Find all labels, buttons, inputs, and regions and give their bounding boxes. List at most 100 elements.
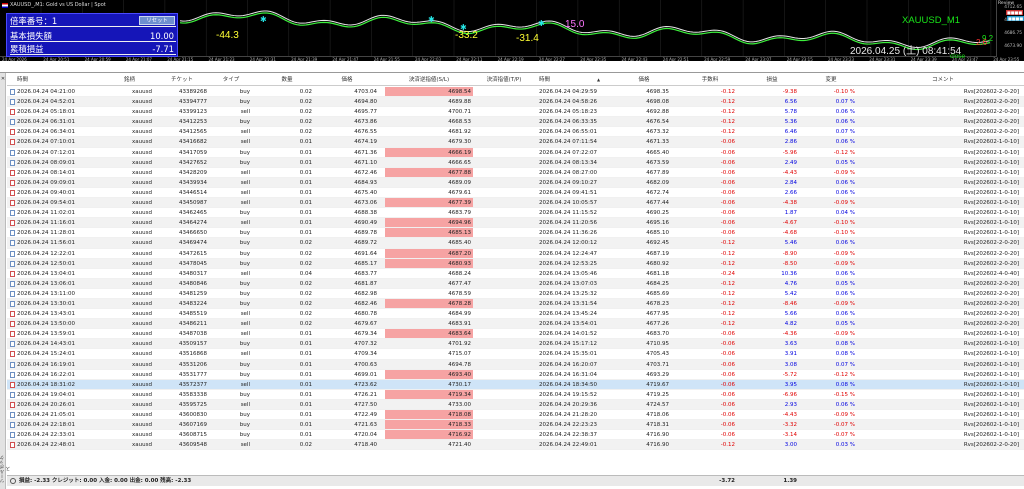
close-icon[interactable]: ✕ — [0, 76, 6, 82]
balance-icon — [10, 478, 16, 484]
chart-symbol-label: XAUUSD_M1 — [902, 15, 961, 26]
reset-button[interactable]: リセット — [139, 16, 175, 25]
cell-open-time: 2026.04.24 06:34:01 — [17, 129, 75, 136]
cell-stop-loss: 4666.65 — [448, 159, 471, 166]
column-header-comment[interactable]: コメント — [931, 77, 954, 83]
table-row[interactable]: 2026.04.24 16:22:01 xauusd 43531777 buy 0.01… — [7, 369, 1024, 380]
deal-icon — [10, 119, 15, 126]
column-header-symbol[interactable]: 銘柄 — [123, 77, 135, 83]
time-axis[interactable]: 24 Apr 2026 24 Apr 20:51 24 Apr 20:59 24 Ap… — [0, 56, 1019, 61]
cell-commission: -0.12 — [720, 300, 735, 307]
cell-profit: 5.46 — [784, 240, 797, 247]
cell-symbol: xauusd — [132, 351, 152, 358]
cell-volume: 0.02 — [299, 442, 312, 449]
cell-take-profit — [475, 198, 533, 207]
table-row[interactable]: 2026.04.24 13:43:01 xauusd 43485519 sell 0.0… — [7, 309, 1024, 320]
cell-commission: -0.12 — [720, 109, 735, 116]
cell-close-price: 4685.69 — [646, 290, 669, 297]
cell-close-time: 2026.04.24 13:07:03 — [539, 280, 597, 287]
table-row[interactable]: 2026.04.24 13:11:00 xauusd 43481259 buy 0.02… — [7, 289, 1024, 299]
table-row[interactable]: 2026.04.24 05:18:01 xauusd 43399123 sell 0.0… — [7, 107, 1024, 118]
cell-change: 0.05 % — [835, 280, 855, 287]
table-row[interactable]: 2026.04.24 14:43:01 xauusd 43509157 buy 0.01… — [7, 339, 1024, 350]
price-chart[interactable]: ✱✱✱✱✱ XAUUSD_,M1: Gold vs US Dollar | Sp… — [0, 0, 1024, 61]
table-row[interactable]: 2026.04.24 11:16:01 xauusd 43464274 sell 0.0… — [7, 218, 1024, 229]
cell-take-profit — [475, 97, 533, 106]
table-row[interactable]: 2026.04.24 08:09:01 xauusd 43427652 buy 0.01… — [7, 157, 1024, 168]
column-header-open-time[interactable]: 時間 — [17, 77, 29, 83]
table-row[interactable]: 2026.04.24 11:02:01 xauusd 43462465 buy 0.01… — [7, 208, 1024, 219]
table-row[interactable]: 2026.04.24 06:31:01 xauusd 43412253 buy 0.02… — [7, 117, 1024, 128]
cell-close-time: 2026.04.24 12:00:12 — [539, 240, 597, 247]
cell-close-time: 2026.04.24 11:20:56 — [539, 220, 597, 227]
cell-commission: -0.06 — [720, 210, 735, 217]
table-row[interactable]: 2026.04.24 13:04:01 xauusd 43480317 sell 0.0… — [7, 269, 1024, 279]
column-header-close-time[interactable]: 時間 — [539, 77, 551, 83]
table-row[interactable]: 2026.04.24 12:22:01 xauusd 43472615 buy 0.02… — [7, 248, 1024, 259]
table-row[interactable]: 2026.04.24 07:10:01 xauusd 43416682 sell 0.0… — [7, 137, 1024, 148]
cell-symbol: xauusd — [132, 200, 152, 207]
cell-close-price: 4665.40 — [646, 149, 669, 156]
table-row[interactable]: 2026.04.24 13:59:01 xauusd 43487038 sell 0.0… — [7, 329, 1024, 340]
table-row[interactable]: 2026.04.24 13:06:01 xauusd 43480846 buy 0.02… — [7, 278, 1024, 289]
cell-close-time: 2026.04.24 08:13:34 — [539, 159, 597, 166]
table-row[interactable]: 2026.04.24 19:04:01 xauusd 43583338 buy 0.01… — [7, 389, 1024, 400]
table-row[interactable]: 2026.04.24 18:31:02 xauusd 43572377 sell 0.0… — [7, 379, 1024, 390]
cell-close-price: 4673.59 — [646, 159, 669, 166]
table-row[interactable]: 2026.04.24 22:33:01 xauusd 43608715 buy 0.01… — [7, 430, 1024, 441]
table-row[interactable]: 2026.04.24 09:09:01 xauusd 43439934 sell 0.0… — [7, 177, 1024, 188]
cell-close-time: 2026.04.24 22:23:23 — [539, 422, 597, 429]
column-header-stop-loss[interactable]: 決済逆指値(S/L) — [408, 77, 450, 83]
table-row[interactable]: 2026.04.24 08:14:01 xauusd 43428209 sell 0.0… — [7, 167, 1024, 178]
deal-icon — [10, 200, 15, 207]
cell-type: sell — [240, 331, 250, 338]
cell-profit: -8.46 — [782, 300, 797, 307]
cell-close-time: 2026.04.24 11:15:52 — [539, 210, 597, 217]
cell-ticket: 43446514 — [179, 189, 207, 196]
column-header-ticket[interactable]: チケット — [170, 77, 193, 83]
table-row[interactable]: 2026.04.24 20:26:01 xauusd 43595725 sell 0.0… — [7, 399, 1024, 410]
cell-change: 0.06 % — [835, 139, 855, 146]
cell-symbol: xauusd — [132, 401, 152, 408]
cell-close-price: 4698.08 — [646, 99, 669, 106]
column-header-commission[interactable]: 手数料 — [701, 77, 719, 83]
column-header-change[interactable]: 変更 — [825, 77, 837, 83]
table-row[interactable]: 2026.04.24 12:50:01 xauusd 43478045 buy 0.02… — [7, 258, 1024, 269]
cell-change: 0.08 % — [835, 341, 855, 348]
table-row[interactable]: 2026.04.24 22:18:01 xauusd 43607169 buy 0.01… — [7, 420, 1024, 431]
cell-profit: 4.76 — [784, 280, 797, 287]
cell-volume: 0.01 — [299, 432, 312, 439]
table-row[interactable]: 2026.04.24 21:05:01 xauusd 43600830 buy 0.01… — [7, 410, 1024, 421]
cell-close-price: 4678.23 — [646, 300, 669, 307]
deal-icon — [10, 99, 15, 106]
review-link[interactable]: Review — [998, 1, 1015, 6]
cell-type: buy — [239, 260, 250, 267]
table-row[interactable]: 2026.04.24 15:24:01 xauusd 43516868 sell 0.0… — [7, 349, 1024, 360]
table-row[interactable]: 2026.04.24 16:19:01 xauusd 43531206 buy 0.01… — [7, 359, 1024, 370]
cell-volume: 0.04 — [299, 270, 312, 277]
column-header-volume[interactable]: 数量 — [281, 77, 293, 83]
cell-close-price: 4719.67 — [646, 381, 669, 388]
table-row[interactable]: 2026.04.24 04:52:01 xauusd 43394777 buy 0.02… — [7, 97, 1024, 108]
table-row[interactable]: 2026.04.24 13:50:00 xauusd 43486211 sell 0.0… — [7, 319, 1024, 330]
table-row[interactable]: 2026.04.24 13:30:01 xauusd 43483224 buy 0.02… — [7, 298, 1024, 310]
table-row[interactable]: 2026.04.24 11:56:01 xauusd 43469474 buy 0.02… — [7, 238, 1024, 249]
cell-type: buy — [239, 280, 250, 287]
column-header-open-price[interactable]: 価格 — [341, 77, 353, 83]
table-row[interactable]: 2026.04.24 11:28:01 xauusd 43466650 buy 0.01… — [7, 228, 1024, 239]
table-row[interactable]: 2026.04.24 04:21:00 xauusd 43389268 buy 0.02… — [7, 87, 1024, 98]
cell-open-price: 4680.78 — [354, 311, 377, 318]
column-header-type[interactable]: タイプ — [222, 77, 240, 83]
column-header-take-profit[interactable]: 決済指値(T/P) — [486, 77, 522, 83]
table-row[interactable]: 2026.04.24 09:40:01 xauusd 43446514 sell 0.0… — [7, 188, 1024, 199]
column-header-profit[interactable]: 損益 — [766, 77, 778, 83]
cell-change: -0.07 % — [833, 422, 855, 429]
table-row[interactable]: 2026.04.24 06:34:01 xauusd 43412565 sell 0.0… — [7, 127, 1024, 138]
price-scale[interactable]: 4712.65 4699.80 4686.75 4673.90 — [996, 0, 1024, 57]
column-header-close-price[interactable]: 価格 — [638, 77, 650, 83]
table-row[interactable]: 2026.04.24 09:54:01 xauusd 43450987 sell 0.0… — [7, 198, 1024, 209]
cell-volume: 0.01 — [299, 230, 312, 237]
table-row[interactable]: 2026.04.24 07:12:01 xauusd 43417059 buy 0.01… — [7, 147, 1024, 158]
cell-profit: 5.42 — [784, 290, 797, 297]
table-row[interactable]: 2026.04.24 22:48:01 xauusd 43609548 sell 0.0… — [7, 440, 1024, 451]
